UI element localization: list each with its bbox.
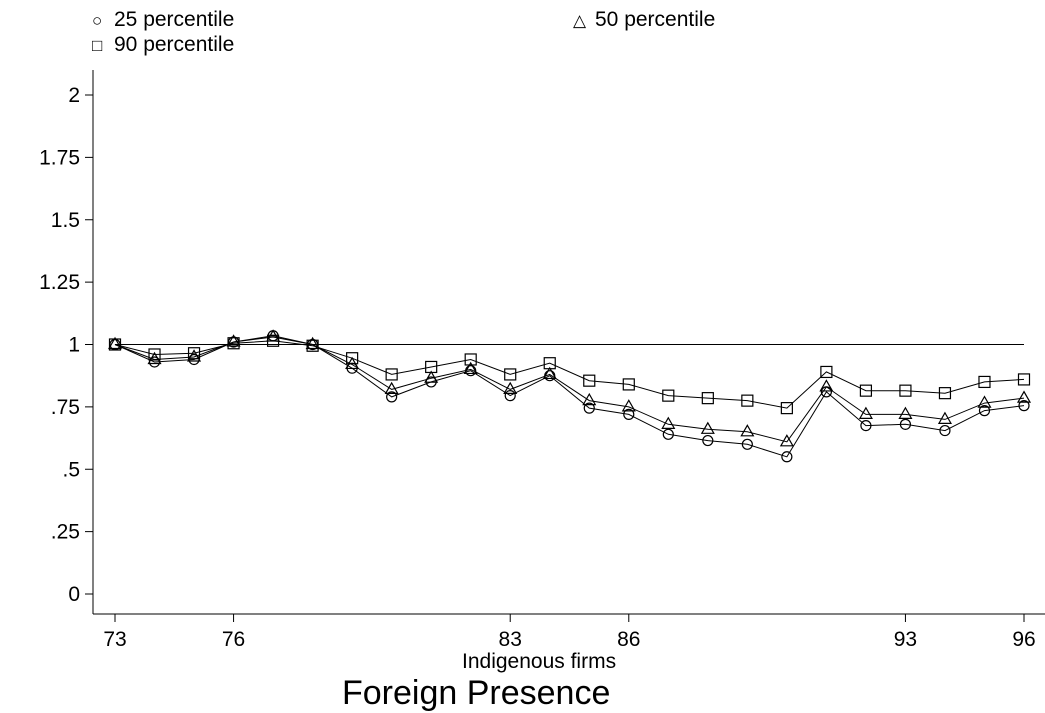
data-point-circle [1018,400,1030,412]
data-point-square [820,365,833,379]
y-tick-label: .75 [51,396,80,419]
data-point-triangle [779,434,794,447]
y-tick-label: 1.5 [51,209,80,232]
data-point-circle [662,428,674,440]
data-point-triangle [147,351,162,365]
data-point-circle [899,418,912,430]
x-tick-label: 93 [894,628,917,651]
data-point-square [385,368,398,381]
y-tick-label: 1.75 [39,146,80,169]
data-point-triangle [977,395,992,408]
legend-item-50-percentile: △ 50 percentile [573,8,715,32]
data-point-circle [623,408,635,420]
data-point-square [583,374,596,387]
y-tick-label: .25 [51,521,80,544]
data-point-square [425,360,438,374]
data-point-triangle [305,336,320,350]
data-point-square [859,384,873,397]
y-tick-label: 1.25 [39,271,80,294]
legend-label-50-percentile: 50 percentile [595,8,716,31]
data-point-triangle [858,406,873,419]
legend-label-90-percentile: 90 percentile [114,33,235,56]
data-point-square [227,337,240,350]
data-point-square [1017,373,1031,386]
y-tick-label: 0 [68,583,80,606]
data-point-triangle [503,381,518,395]
data-point-triangle [937,411,952,424]
x-tick-label: 96 [1012,628,1035,651]
data-point-square [622,378,635,391]
data-point-triangle [226,334,241,347]
data-point-triangle [661,416,676,429]
legend-item-90-percentile: □ 90 percentile [92,33,234,57]
data-point-circle [386,391,398,403]
data-point-square [780,402,793,415]
data-point-square [346,352,359,365]
data-point-circle [781,451,793,463]
data-point-circle [504,390,516,402]
data-point-circle [860,419,872,432]
data-point-triangle [107,336,123,350]
data-point-triangle [187,349,202,362]
series-line-square [114,340,1025,409]
data-point-square [306,339,319,352]
data-point-square [938,387,952,400]
data-point-triangle [463,361,478,375]
data-point-square [741,394,754,407]
circle-icon: ○ [92,11,103,30]
square-icon: □ [92,36,103,55]
legend-item-25-percentile: ○ 25 percentile [92,8,234,32]
data-point-triangle [700,421,715,434]
data-point-square [187,347,201,360]
series-line-triangle [114,336,1025,443]
data-point-circle [741,438,753,450]
data-point-square [899,384,912,397]
data-point-circle [978,405,991,417]
data-point-triangle [1016,390,1032,403]
data-point-square [148,348,161,361]
x-tick-label: 86 [617,628,640,651]
data-point-square [662,389,675,402]
chart-title: Foreign Presence [342,674,611,712]
data-point-triangle [898,406,913,419]
y-tick-label: 1 [68,334,80,357]
x-axis-label: Indigenous firms [462,650,617,673]
data-point-triangle [819,379,834,392]
data-point-triangle [424,370,439,383]
data-point-circle [583,402,595,414]
data-point-square [978,375,991,389]
data-point-triangle [621,399,636,412]
triangle-icon: △ [573,11,587,30]
data-point-circle [939,424,951,437]
data-point-triangle [582,392,597,406]
data-point-square [108,338,122,351]
data-point-triangle [542,366,557,380]
data-point-circle [820,386,832,398]
x-tick-label: 73 [103,628,126,651]
data-point-square [543,357,556,370]
y-tick-label: .5 [62,458,80,481]
legend-label-25-percentile: 25 percentile [114,8,235,31]
data-point-square [504,368,517,381]
data-point-triangle [384,381,399,395]
y-tick-label: 2 [68,84,80,107]
x-tick-label: 76 [222,628,245,651]
data-point-triangle [740,424,755,437]
data-point-circle [702,434,714,447]
data-point-square [701,392,714,405]
data-point-square [464,353,477,366]
data-point-square [266,334,280,347]
x-tick-label: 83 [499,628,522,651]
series-line-circle [114,335,1025,458]
